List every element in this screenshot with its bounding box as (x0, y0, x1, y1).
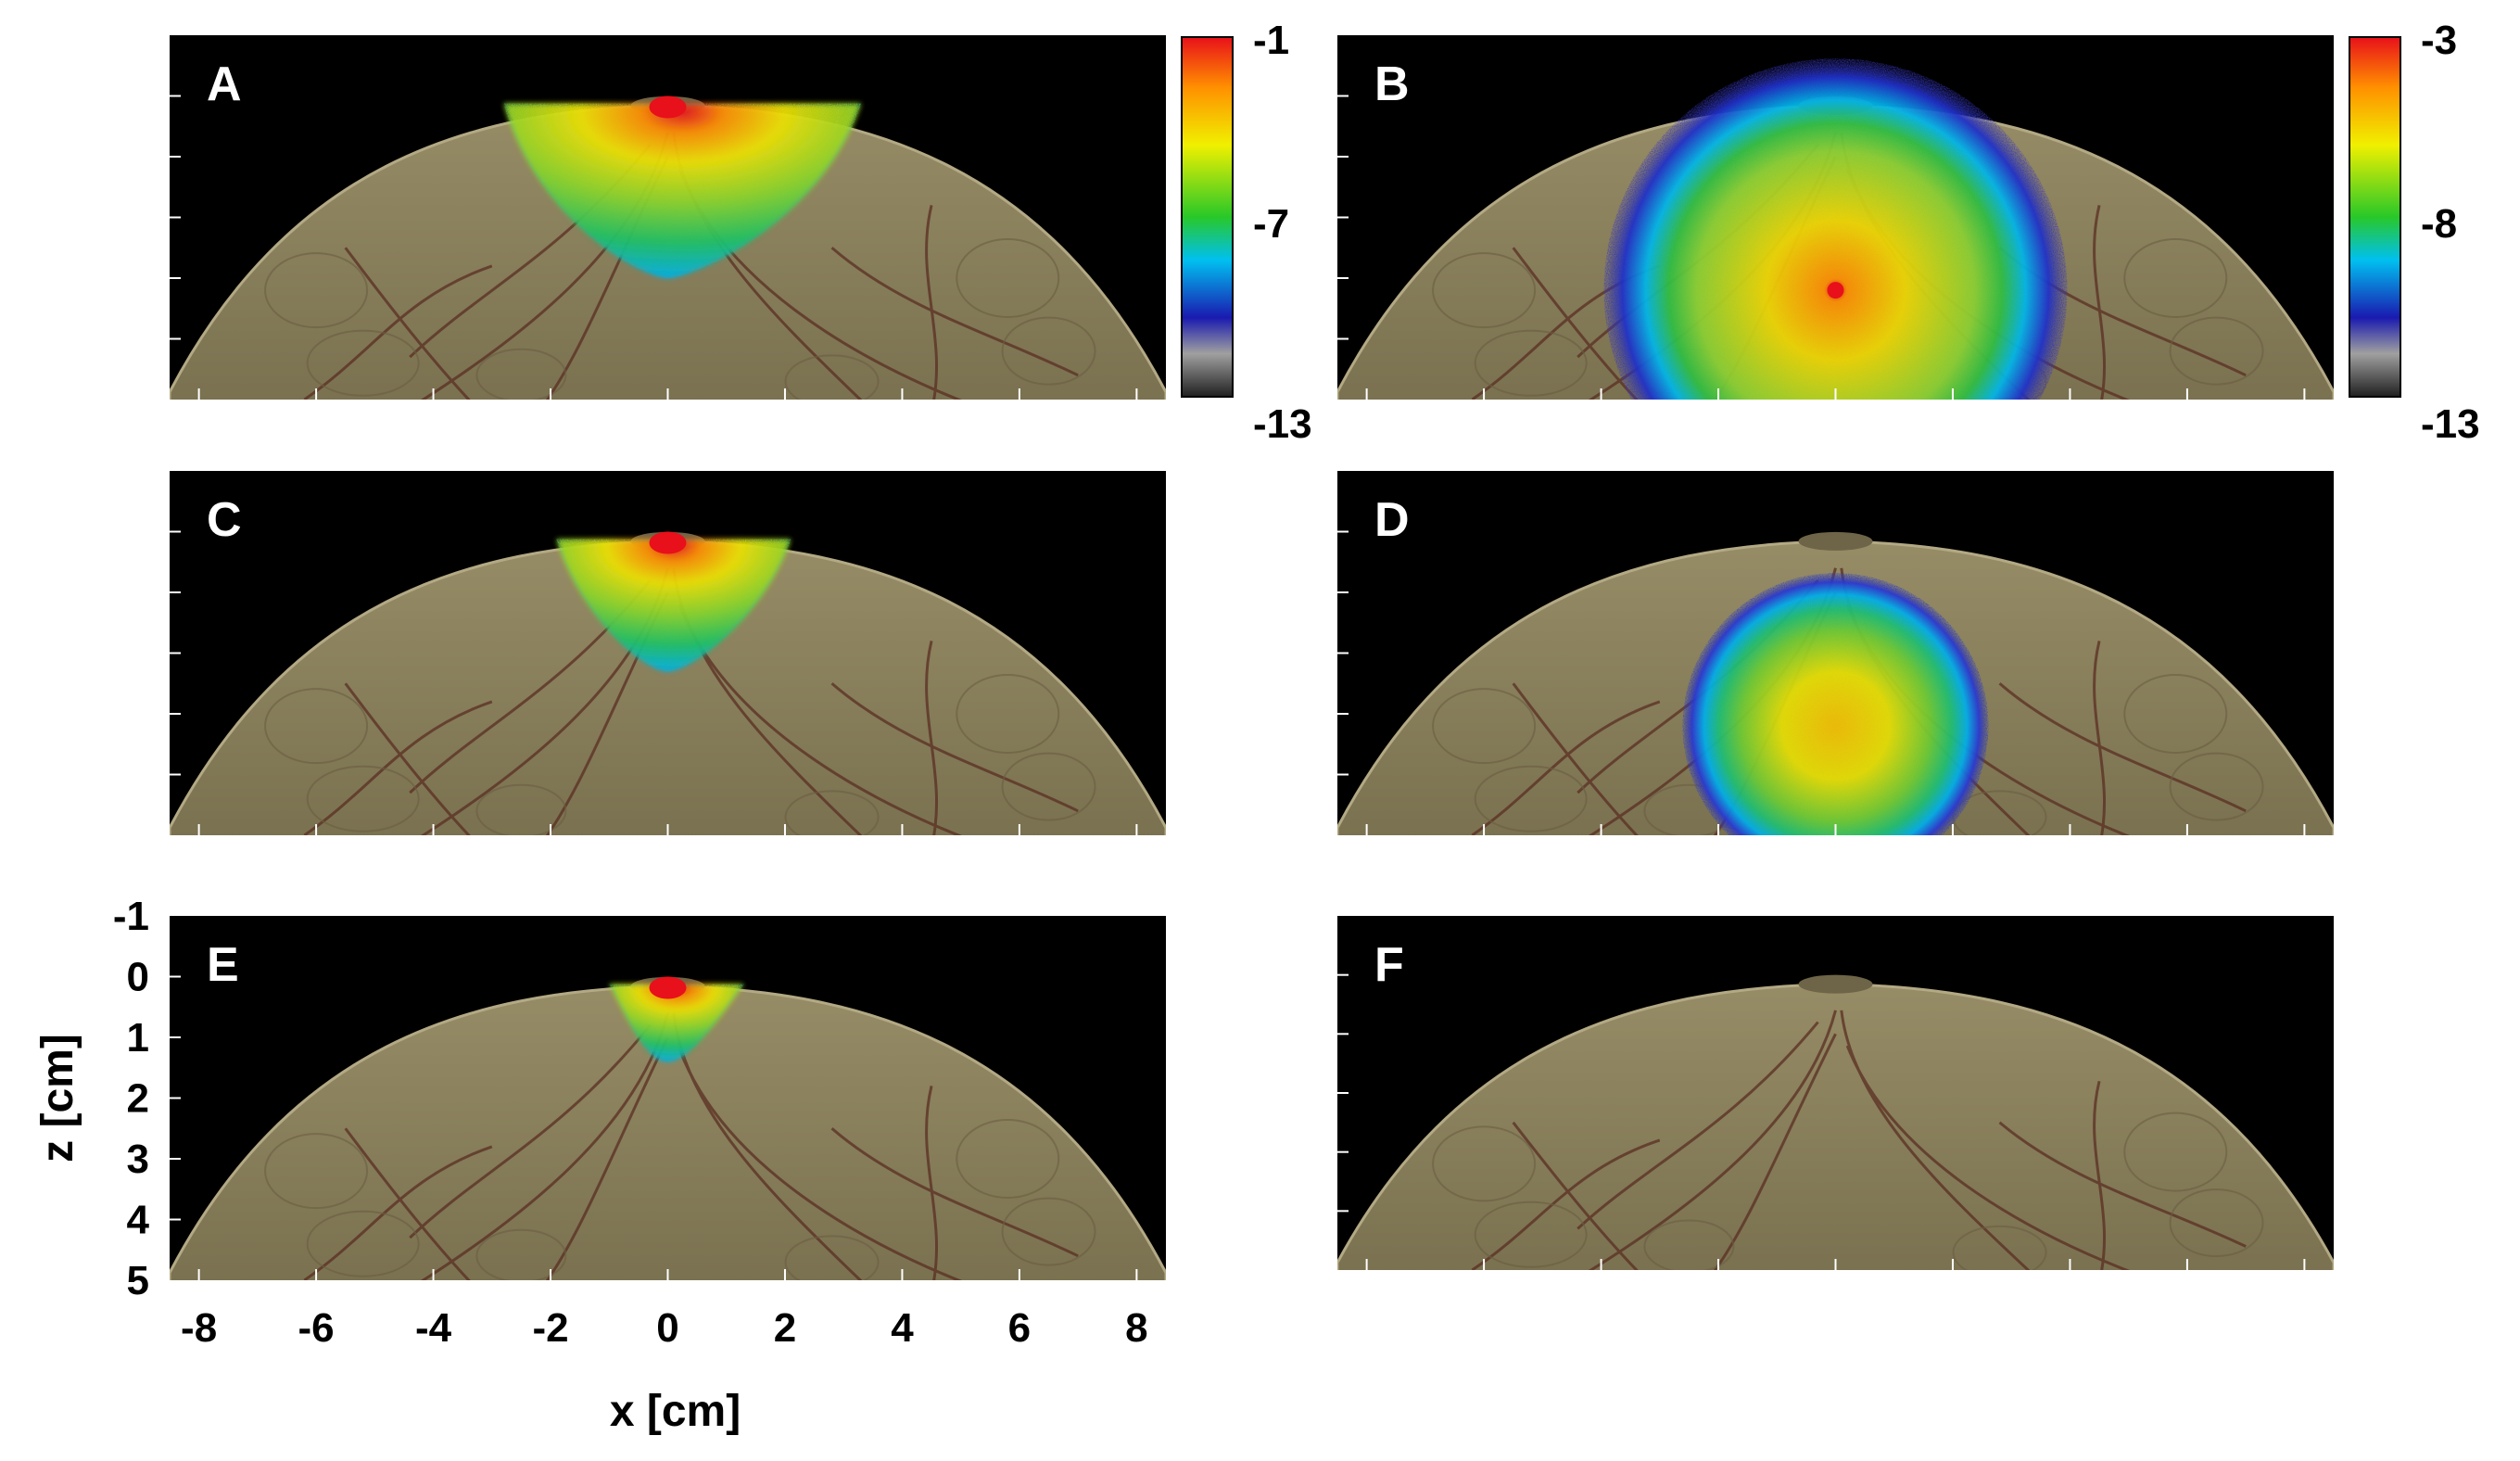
z-axis-label: z [cm] (33, 1034, 82, 1162)
fluence-distribution (609, 984, 744, 1062)
panel-label: D (1374, 493, 1410, 547)
axes-layer: -8 -6 -4 -2 0 2 4 6 8 -1 0 1 2 3 4 5 x [cm] z [cm] (33, 894, 1148, 1436)
colorbar-min-label: -13 (1253, 401, 1312, 447)
panel-label: B (1374, 57, 1410, 111)
panel-c: C (170, 471, 1166, 835)
fluence-distribution (503, 103, 862, 278)
panels-layer: A B C D E F (170, 35, 2334, 1280)
colorbar-gradient (1181, 36, 1234, 398)
colorbar-gradient (2349, 36, 2401, 398)
fibrous-strands (1471, 1010, 2247, 1270)
x-tick-label: 0 (656, 1305, 678, 1351)
fluence-distribution (556, 539, 791, 672)
lobule-outlines (264, 238, 1096, 400)
panel-ticks (170, 530, 1138, 835)
x-tick-label: 4 (891, 1305, 914, 1351)
fluence-distribution (1603, 58, 2068, 400)
colorbar-min-label: -13 (2421, 401, 2480, 447)
panel-ticks (1337, 95, 2306, 400)
z-tick-label: 5 (127, 1258, 149, 1303)
x-tick-label: -2 (532, 1305, 568, 1351)
panel-a: A (170, 35, 1166, 400)
fluence-peak (649, 95, 687, 119)
panel-f: F (1337, 916, 2334, 1270)
z-tick-label: 1 (127, 1015, 149, 1061)
lobule-outlines (1432, 1112, 2264, 1270)
colorbar-max-label: -3 (2421, 18, 2457, 63)
panel-e: E (170, 916, 1166, 1280)
colorbar-mid-label: -7 (1253, 201, 1289, 247)
z-tick-label: 2 (127, 1076, 149, 1122)
x-tick-label: -4 (415, 1305, 452, 1351)
panel-label: C (207, 493, 242, 547)
panel-ticks (1337, 973, 2306, 1270)
x-tick-label: -6 (298, 1305, 335, 1351)
fluence-peak (1827, 282, 1844, 299)
panel-ticks (170, 95, 1138, 400)
panel-ticks (170, 975, 1138, 1280)
colorbar-mid-label: -8 (2421, 201, 2457, 247)
x-axis-label: x [cm] (610, 1387, 741, 1436)
nipple (1798, 531, 1873, 551)
fluence-peak (649, 976, 687, 999)
panel-d: D (1337, 471, 2334, 835)
z-tick-label: 3 (127, 1137, 149, 1182)
panel-label: F (1374, 938, 1404, 992)
lobule-outlines (264, 674, 1096, 835)
nipple (1798, 974, 1873, 994)
x-tick-label: 8 (1125, 1305, 1147, 1351)
panel-label: A (207, 57, 242, 111)
x-tick-label: 2 (774, 1305, 796, 1351)
z-tick-label: 0 (127, 955, 149, 1000)
colorbar-max-label: -1 (1253, 18, 1289, 63)
x-tick-label: -8 (181, 1305, 217, 1351)
fluence-peak (649, 531, 687, 554)
x-tick-label: 6 (1008, 1305, 1031, 1351)
z-tick-label: -1 (113, 894, 149, 939)
fluence-distribution (1682, 573, 1989, 835)
panel-b: B (1337, 35, 2334, 400)
colorbar-a: -1 -7 -13 (1181, 18, 1312, 447)
colorbar-b: -3 -8 -13 (2349, 18, 2480, 447)
colorbars-layer: -1 -7 -13 -3 -8 -13 (1181, 18, 2480, 447)
panel-ticks (1337, 530, 2306, 835)
z-tick-label: 4 (127, 1198, 150, 1243)
panel-label: E (207, 938, 239, 992)
lobule-outlines (264, 1119, 1096, 1280)
